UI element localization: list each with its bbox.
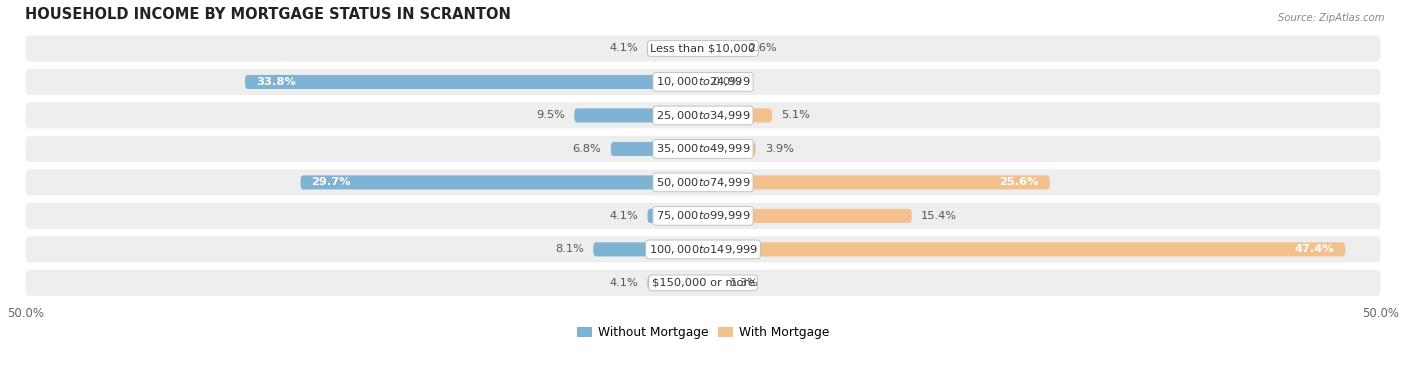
FancyBboxPatch shape bbox=[25, 169, 1381, 196]
FancyBboxPatch shape bbox=[647, 276, 703, 290]
FancyBboxPatch shape bbox=[703, 109, 772, 123]
Legend: Without Mortgage, With Mortgage: Without Mortgage, With Mortgage bbox=[572, 321, 834, 344]
Text: 8.1%: 8.1% bbox=[555, 244, 583, 254]
FancyBboxPatch shape bbox=[703, 142, 756, 156]
Text: 29.7%: 29.7% bbox=[311, 178, 352, 187]
FancyBboxPatch shape bbox=[647, 209, 703, 223]
Text: 6.8%: 6.8% bbox=[572, 144, 602, 154]
FancyBboxPatch shape bbox=[25, 35, 1381, 61]
FancyBboxPatch shape bbox=[25, 236, 1381, 262]
FancyBboxPatch shape bbox=[703, 242, 1346, 256]
Text: 2.6%: 2.6% bbox=[748, 43, 776, 54]
Text: 47.4%: 47.4% bbox=[1295, 244, 1334, 254]
Text: 33.8%: 33.8% bbox=[256, 77, 295, 87]
FancyBboxPatch shape bbox=[25, 69, 1381, 95]
Text: 0.0%: 0.0% bbox=[713, 77, 741, 87]
Text: $35,000 to $49,999: $35,000 to $49,999 bbox=[655, 143, 751, 155]
FancyBboxPatch shape bbox=[703, 276, 721, 290]
Text: $50,000 to $74,999: $50,000 to $74,999 bbox=[655, 176, 751, 189]
FancyBboxPatch shape bbox=[25, 203, 1381, 229]
FancyBboxPatch shape bbox=[703, 175, 1050, 190]
FancyBboxPatch shape bbox=[301, 175, 703, 190]
FancyBboxPatch shape bbox=[593, 242, 703, 256]
Text: 5.1%: 5.1% bbox=[782, 110, 810, 120]
FancyBboxPatch shape bbox=[647, 41, 703, 55]
Text: Less than $10,000: Less than $10,000 bbox=[651, 43, 755, 54]
Text: 25.6%: 25.6% bbox=[1000, 178, 1039, 187]
Text: $10,000 to $24,999: $10,000 to $24,999 bbox=[655, 75, 751, 89]
Text: $100,000 to $149,999: $100,000 to $149,999 bbox=[648, 243, 758, 256]
FancyBboxPatch shape bbox=[245, 75, 703, 89]
Text: 15.4%: 15.4% bbox=[921, 211, 957, 221]
Text: 4.1%: 4.1% bbox=[609, 278, 638, 288]
Text: 9.5%: 9.5% bbox=[536, 110, 565, 120]
Text: 3.9%: 3.9% bbox=[765, 144, 794, 154]
Text: $150,000 or more: $150,000 or more bbox=[651, 278, 755, 288]
Text: 4.1%: 4.1% bbox=[609, 43, 638, 54]
FancyBboxPatch shape bbox=[574, 109, 703, 123]
FancyBboxPatch shape bbox=[703, 41, 738, 55]
FancyBboxPatch shape bbox=[25, 136, 1381, 162]
Text: 4.1%: 4.1% bbox=[609, 211, 638, 221]
Text: $25,000 to $34,999: $25,000 to $34,999 bbox=[655, 109, 751, 122]
Text: Source: ZipAtlas.com: Source: ZipAtlas.com bbox=[1278, 13, 1385, 23]
FancyBboxPatch shape bbox=[25, 270, 1381, 296]
Text: HOUSEHOLD INCOME BY MORTGAGE STATUS IN SCRANTON: HOUSEHOLD INCOME BY MORTGAGE STATUS IN S… bbox=[25, 7, 512, 22]
FancyBboxPatch shape bbox=[610, 142, 703, 156]
FancyBboxPatch shape bbox=[25, 103, 1381, 129]
Text: $75,000 to $99,999: $75,000 to $99,999 bbox=[655, 209, 751, 222]
Text: 1.3%: 1.3% bbox=[730, 278, 759, 288]
FancyBboxPatch shape bbox=[703, 209, 911, 223]
